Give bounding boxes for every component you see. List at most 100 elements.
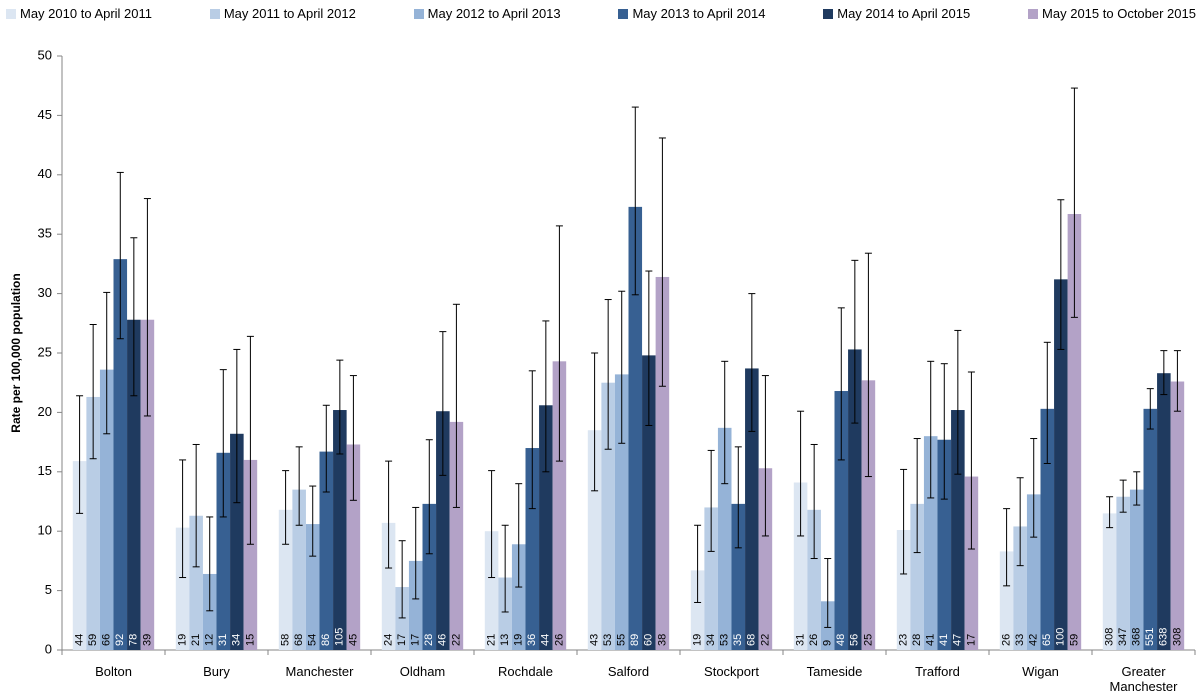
x-tick-label-box: Wigan: [1022, 664, 1059, 679]
count-label: 48: [835, 634, 847, 646]
count-label: 42: [1028, 634, 1040, 646]
legend-label: May 2013 to April 2014: [632, 6, 766, 21]
error-bar: [748, 293, 756, 432]
bar: [642, 355, 656, 650]
x-tick-label: Manchester: [285, 664, 354, 679]
error-bar: [1016, 477, 1024, 567]
count-label: 105: [334, 628, 346, 646]
count-label: 78: [128, 634, 140, 646]
error-bar: [1003, 508, 1011, 587]
error-bar: [309, 485, 317, 557]
error-bar: [282, 470, 290, 545]
bar: [498, 577, 512, 650]
count-label: 39: [141, 634, 153, 646]
error-bar: [76, 395, 84, 514]
error-bar: [192, 443, 200, 568]
bar: [731, 503, 746, 650]
count-label: 551: [1144, 628, 1156, 646]
error-bar: [116, 171, 124, 340]
x-tick-label-box: Bury: [203, 664, 230, 679]
bar: [690, 570, 705, 650]
error-bar: [179, 459, 187, 579]
legend-label: May 2012 to April 2013: [427, 6, 561, 21]
bar: [243, 459, 258, 650]
error-bar: [604, 299, 612, 450]
count-label: 19: [692, 634, 704, 646]
count-label: 21: [486, 634, 498, 646]
count-label: 25: [862, 634, 874, 646]
bar: [1054, 279, 1068, 650]
bar: [113, 259, 128, 650]
error-bar: [542, 320, 550, 473]
legend-swatch: [6, 8, 16, 19]
x-tick-label-box: Trafford: [915, 664, 960, 679]
bar: [1040, 408, 1055, 650]
bar: [449, 421, 464, 650]
bar: [1102, 513, 1117, 650]
bar: [72, 461, 87, 650]
x-tick-label-box: Oldham: [399, 664, 446, 679]
bar: [408, 560, 423, 650]
legend-swatch: [413, 8, 424, 19]
error-bar: [501, 524, 509, 613]
error-bar: [246, 335, 254, 545]
count-label: 23: [898, 634, 910, 646]
bar: [436, 411, 450, 650]
count-label: 26: [553, 634, 565, 646]
count-label: 22: [450, 634, 462, 646]
count-label: 41: [938, 634, 950, 646]
error-bar: [219, 369, 227, 518]
error-bar: [824, 558, 832, 628]
x-tick-label-box: Greater Manchester: [1110, 664, 1178, 694]
count-label: 68: [293, 634, 305, 646]
error-bar: [721, 360, 729, 485]
error-bar: [555, 225, 563, 462]
bar: [381, 522, 396, 650]
bar: [140, 319, 155, 650]
count-label: 28: [423, 634, 435, 646]
x-tick-label-box: Salford: [607, 664, 650, 679]
legend-label: May 2015 to October 2015: [1042, 6, 1196, 21]
count-label: 308: [1104, 628, 1116, 646]
count-label: 15: [244, 634, 256, 646]
error-bar: [645, 270, 653, 426]
y-tick-label: 15: [38, 463, 52, 478]
count-label: 43: [589, 634, 601, 646]
y-axis-title: Rate per 100,000 population: [9, 273, 23, 432]
error-bar: [143, 198, 151, 417]
error-bar: [967, 371, 975, 550]
x-tick-label: Salford: [607, 664, 650, 679]
count-label: 100: [1055, 628, 1067, 646]
count-label: 59: [1068, 634, 1080, 646]
error-bar: [837, 307, 845, 461]
bar: [127, 319, 141, 650]
bar: [346, 444, 361, 650]
error-bar: [797, 410, 805, 537]
error-bar: [295, 446, 303, 526]
count-label: 22: [759, 634, 771, 646]
x-tick-label: Bury: [203, 664, 230, 679]
error-bar: [940, 363, 948, 500]
y-tick-label: 20: [38, 404, 52, 419]
error-bar: [1119, 479, 1127, 513]
bar: [1116, 496, 1130, 650]
count-label: 19: [177, 634, 189, 646]
count-label: 31: [217, 634, 229, 646]
bar: [758, 468, 773, 650]
count-label: 56: [849, 634, 861, 646]
bar: [292, 489, 306, 650]
error-bar: [707, 449, 715, 552]
count-label: 45: [347, 634, 359, 646]
error-bar: [631, 106, 639, 296]
error-bar: [349, 375, 357, 501]
x-tick-label: Oldham: [399, 664, 446, 679]
bar: [951, 410, 965, 650]
error-bar: [1146, 388, 1154, 430]
bar: [1026, 494, 1041, 650]
bar: [587, 430, 602, 650]
bar: [1067, 214, 1082, 650]
error-bar: [398, 540, 406, 619]
count-label: 46: [437, 634, 449, 646]
y-tick-label: 35: [38, 226, 52, 241]
